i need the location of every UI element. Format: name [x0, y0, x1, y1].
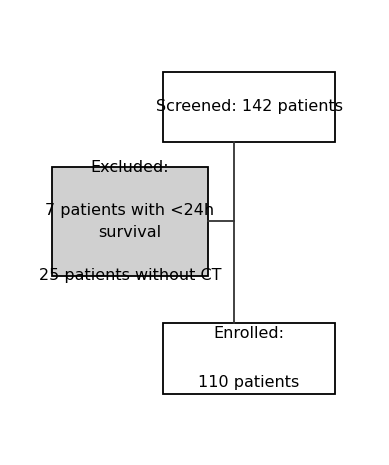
Text: Excluded:

7 patients with <24h
survival

25 patients without CT: Excluded: 7 patients with <24h survival … [39, 160, 221, 283]
Bar [52, 167, 209, 276]
Bar [163, 323, 335, 394]
Text: Screened: 142 patients: Screened: 142 patients [156, 100, 343, 114]
Bar [163, 72, 335, 142]
Text: Enrolled:

110 patients: Enrolled: 110 patients [198, 326, 300, 391]
